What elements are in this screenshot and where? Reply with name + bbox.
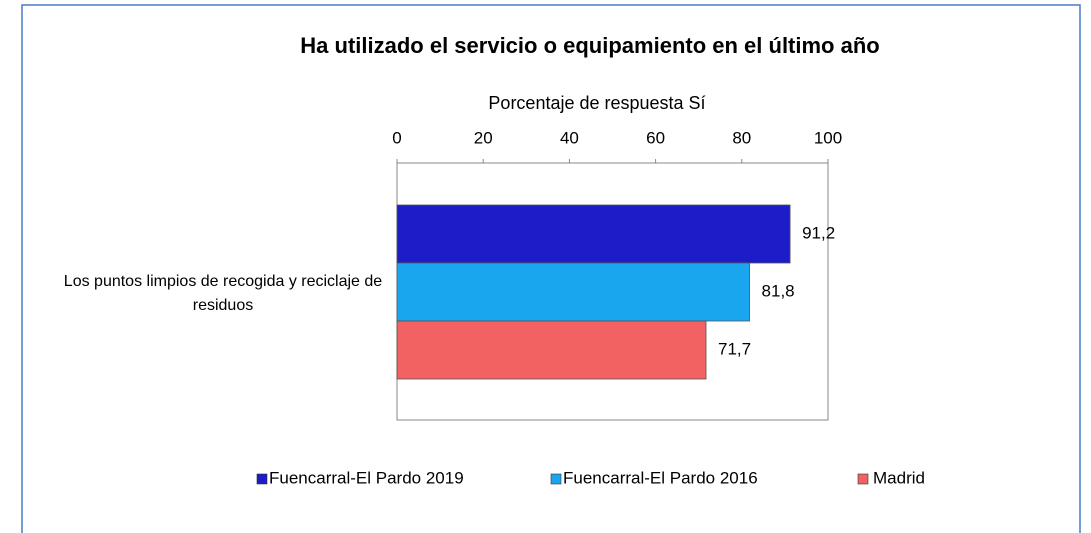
bar bbox=[396, 320, 707, 380]
x-tick-label: 0 bbox=[392, 128, 401, 147]
x-tick-label: 20 bbox=[474, 128, 493, 147]
legend-swatch bbox=[857, 473, 869, 485]
bar bbox=[396, 262, 750, 322]
x-tick-label: 40 bbox=[560, 128, 579, 147]
x-tick-label: 100 bbox=[814, 128, 842, 147]
value-label: 91,2 bbox=[802, 223, 835, 242]
frame bbox=[21, 4, 1081, 533]
legend-swatch bbox=[550, 473, 562, 485]
legend-label: Madrid bbox=[873, 468, 925, 487]
legend-swatch bbox=[256, 473, 268, 485]
x-axis-label: Porcentaje de respuesta Sí bbox=[488, 93, 705, 113]
x-tick-label: 60 bbox=[646, 128, 665, 147]
category-label: Los puntos limpios de recogida y recicla… bbox=[63, 273, 383, 314]
value-label: 81,8 bbox=[762, 281, 795, 300]
x-tick-label: 80 bbox=[732, 128, 751, 147]
chart-title: Ha utilizado el servicio o equipamiento … bbox=[300, 33, 879, 58]
value-label: 71,7 bbox=[718, 339, 751, 358]
legend-label: Fuencarral-El Pardo 2019 bbox=[269, 468, 464, 487]
bar bbox=[396, 204, 791, 264]
legend-label: Fuencarral-El Pardo 2016 bbox=[563, 468, 758, 487]
